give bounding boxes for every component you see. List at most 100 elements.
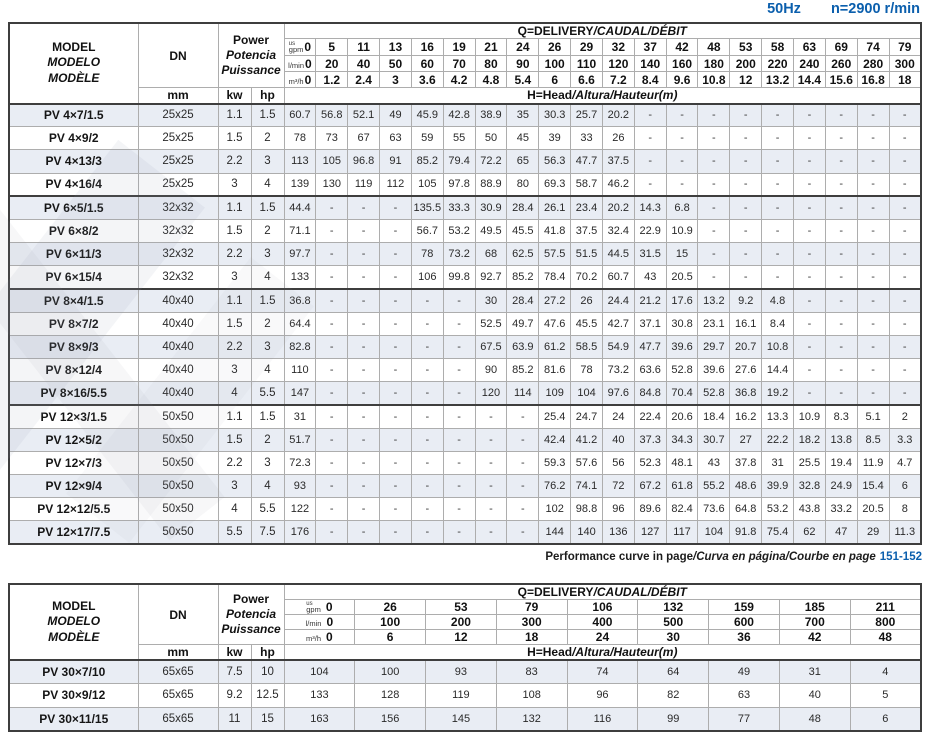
model-row: PV 8×12/4 40x40 3 4 110- - - - -90 85.2 81.6 78 73.2…	[8, 358, 922, 383]
head-value-cell: -	[442, 334, 476, 360]
head-value-cell: -	[379, 381, 412, 406]
lmin-header-value: 200	[425, 614, 497, 630]
lmin-header-value: 100	[538, 55, 572, 72]
head-value-cell: -	[856, 334, 890, 360]
head-value-cell: 105	[315, 149, 349, 174]
head-value-cell: -	[888, 287, 922, 313]
mm-unit-label: mm	[137, 644, 219, 661]
head-value-cell: -	[506, 403, 540, 429]
head-value-cell: 81.6	[538, 358, 572, 383]
model-name: PV 4×13/3	[8, 149, 139, 174]
hp-value: 10	[250, 659, 285, 684]
head-value-cell: 8	[888, 497, 922, 522]
head-value-cell: 147	[283, 381, 317, 406]
head-value-cell: -	[379, 358, 412, 383]
head-value-cell: 4.7	[888, 450, 922, 476]
head-value-cell: 47.7	[633, 334, 667, 360]
head-value-cell: 16.1	[729, 311, 763, 336]
head-value-cell: 41.2	[570, 427, 603, 452]
head-value-cell: 41.8	[538, 218, 572, 244]
dn-value: 32x32	[137, 265, 219, 290]
head-value-cell: 96	[601, 497, 635, 522]
lmin-header-value: 20	[315, 55, 349, 72]
head-value-cell: -	[793, 265, 826, 290]
model-name: PV 6×8/2	[8, 218, 139, 244]
head-value-cell: 99	[637, 706, 710, 731]
head-value-cell: 93	[425, 659, 497, 684]
model-row: PV 6×11/3 32x32 2.2 3 97.7- - -78 73.2 68 62.5 57.…	[8, 242, 922, 267]
model-name: PV 8×16/5.5	[8, 381, 139, 406]
hp-value: 3	[250, 334, 285, 360]
head-value-cell: 20.2	[601, 102, 635, 128]
m3h-header-value: 48	[849, 629, 922, 645]
head-value-cell: 25.5	[793, 450, 826, 476]
hp-value: 1.5	[250, 195, 285, 220]
head-value-cell: 104	[570, 381, 603, 406]
head-value-cell: -	[347, 473, 381, 499]
head-value-cell: -	[379, 334, 412, 360]
hp-value: 3	[250, 149, 285, 174]
head-value-cell: 114	[506, 381, 540, 406]
head-value-cell: 24.7	[570, 403, 603, 429]
head-value-cell: -	[633, 172, 667, 197]
m3h-header-value: 7.2	[601, 71, 635, 88]
head-value-cell: 62.5	[506, 242, 540, 267]
head-value-cell: -	[315, 403, 349, 429]
hp-value: 7.5	[250, 520, 285, 545]
head-value-cell: 67.5	[474, 334, 508, 360]
head-value-cell: 74	[566, 659, 639, 684]
head-value-cell: -	[761, 265, 794, 290]
head-value-cell: 27.6	[729, 358, 763, 383]
m3h-header-row: m³/h 0 6 12 18 24 30 36 42 48	[9, 629, 922, 645]
head-value-cell: -	[888, 334, 922, 360]
performance-rows: PV 30×7/10 65x65 7.5 10 104 100 93 83 74 64 49 31 4 P…	[8, 659, 922, 731]
head-title-row: mm kw hp H=Head/Altura/Hauteur(m)	[9, 87, 922, 104]
dn-value: 40x40	[137, 287, 219, 313]
head-value-cell: 56.7	[410, 218, 444, 244]
gpm-header-value: 69	[824, 38, 858, 56]
model-name: PV 6×15/4	[8, 265, 139, 290]
dn-value: 50x50	[137, 450, 219, 476]
head-value-cell: 8.3	[824, 403, 858, 429]
head-value-cell: -	[793, 334, 826, 360]
head-value-cell: 63.9	[506, 334, 540, 360]
model-row: PV 12×17/7.5 50x50 5.5 7.5 176- - - - - - -144 140 1…	[8, 520, 922, 545]
head-value-cell: -	[347, 427, 381, 452]
gpm-unit-label: us gpm	[288, 40, 304, 54]
model-name: PV 12×12/5.5	[8, 497, 139, 522]
head-value-cell: 44.5	[601, 242, 635, 267]
head-value-cell: 85.2	[506, 358, 540, 383]
head-value-cell: -	[410, 311, 444, 336]
head-value-cell: -	[347, 497, 381, 522]
lmin-header-value: 200	[729, 55, 763, 72]
head-value-cell: 70.4	[665, 381, 699, 406]
model-name: PV 8×4/1.5	[8, 287, 139, 313]
kw-value: 1.5	[217, 311, 252, 336]
head-value-cell: -	[315, 265, 349, 290]
head-value-cell: -	[410, 334, 444, 360]
hp-value: 1.5	[250, 102, 285, 128]
head-value-cell: 52.1	[347, 102, 381, 128]
head-value-cell: 120	[474, 381, 508, 406]
lmin-header-value: 400	[566, 614, 639, 630]
head-value-cell: 11.3	[888, 520, 922, 545]
head-value-cell: 139	[283, 172, 317, 197]
model-row: PV 8×7/2 40x40 1.5 2 64.4- - - - -52.5 49.7 47.6 45…	[8, 311, 922, 336]
head-value-cell: 25.4	[538, 403, 572, 429]
m3h-header-value: 8.4	[633, 71, 667, 88]
head-value-cell: -	[379, 427, 412, 452]
head-value-cell: -	[442, 450, 476, 476]
dn-value: 40x40	[137, 311, 219, 336]
gpm-header-value: 29	[570, 38, 603, 56]
head-value-cell: -	[888, 218, 922, 244]
head-value-cell: 105	[410, 172, 444, 197]
kw-unit-label: kw	[217, 644, 252, 661]
head-value-cell: -	[315, 218, 349, 244]
model-row: PV 12×9/4 50x50 3 4 93- - - - - - -76.2 74.1 72 67.2 6…	[8, 473, 922, 499]
dn-value: 40x40	[137, 358, 219, 383]
head-value-cell: 6.8	[665, 195, 699, 220]
head-value-cell: 112	[379, 172, 412, 197]
head-value-cell: -	[793, 311, 826, 336]
head-value-cell: 37.8	[729, 450, 763, 476]
